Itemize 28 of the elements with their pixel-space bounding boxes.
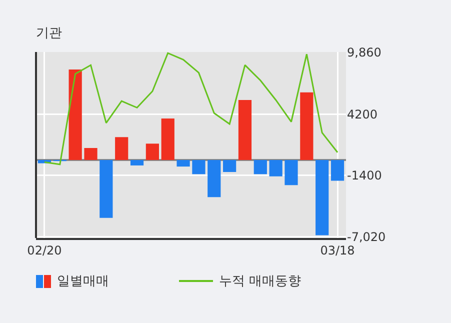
y-tick-label: -1400 (347, 168, 382, 182)
bar (238, 100, 252, 160)
bar (330, 160, 344, 181)
y-tick-label: 9,860 (347, 46, 382, 60)
bar (146, 144, 159, 160)
bar (254, 160, 267, 174)
bar (284, 160, 298, 186)
bar (176, 160, 190, 167)
bar (300, 92, 314, 160)
bar (192, 160, 206, 174)
bar (100, 160, 113, 218)
legend-label: 일별매매 (57, 273, 109, 290)
bar (223, 160, 236, 172)
bar (161, 118, 174, 160)
bar (115, 137, 128, 160)
x-tick-label: 03/18 (320, 243, 355, 258)
y-tick-label: 4200 (347, 107, 378, 122)
bar (68, 69, 82, 160)
bar (84, 148, 98, 160)
y-tick-label: -7,020 (347, 230, 386, 244)
chart-title: 기관 (36, 25, 62, 42)
bar (269, 160, 282, 176)
bar (130, 160, 144, 166)
bar (316, 160, 329, 236)
bar (208, 160, 221, 198)
x-tick-label: 02/20 (27, 243, 62, 258)
line-series (44, 52, 338, 166)
legend-label: 누적 매매동향 (219, 273, 302, 290)
